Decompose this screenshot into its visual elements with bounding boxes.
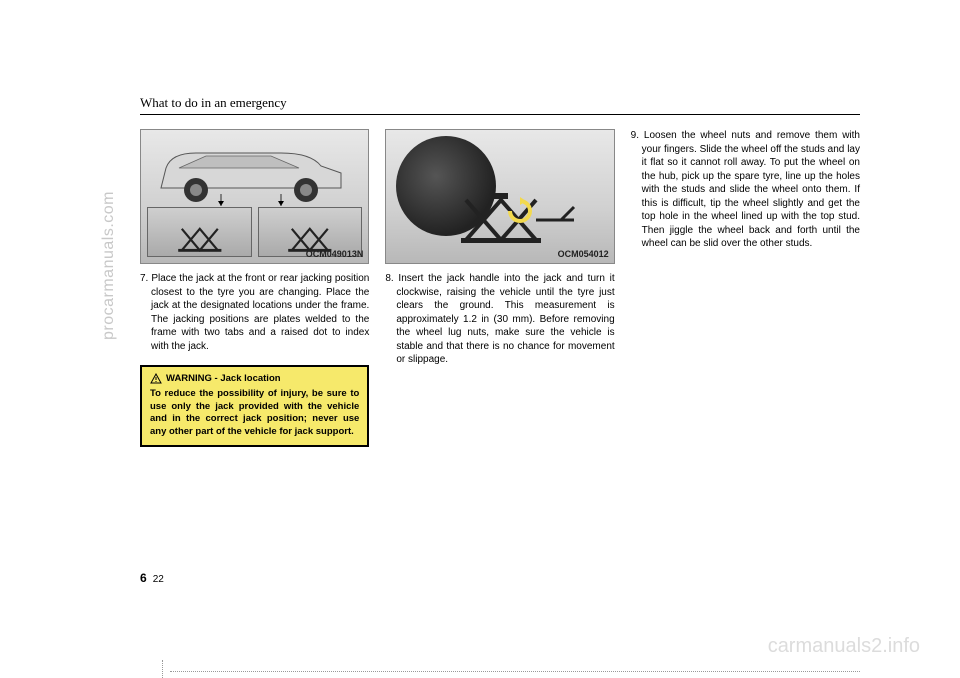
columns: OCM049013N 7. Place the jack at the fron… bbox=[140, 129, 860, 447]
jack-inset-front bbox=[147, 207, 252, 257]
page-number-value: 22 bbox=[153, 574, 164, 585]
figure-2-label: OCM054012 bbox=[558, 248, 609, 260]
watermark-bottom: carmanuals2.info bbox=[768, 635, 920, 658]
figure-jack-handle: OCM054012 bbox=[385, 129, 614, 264]
page-content: What to do in an emergency bbox=[140, 95, 860, 585]
step-9-text: 9. Loosen the wheel nuts and remove them… bbox=[631, 129, 860, 251]
page-number: 6 22 bbox=[140, 571, 164, 585]
clockwise-arrow-icon bbox=[506, 197, 534, 225]
footer-dotted-v bbox=[162, 660, 163, 678]
warning-title: WARNING - Jack location bbox=[150, 373, 359, 386]
warning-box: WARNING - Jack location To reduce the po… bbox=[140, 365, 369, 447]
watermark-left: procarmanuals.com bbox=[100, 191, 118, 340]
warning-body: To reduce the possibility of injury, be … bbox=[150, 388, 359, 439]
column-1: OCM049013N 7. Place the jack at the fron… bbox=[140, 129, 369, 447]
section-number: 6 bbox=[140, 571, 147, 585]
figure-jack-positions: OCM049013N bbox=[140, 129, 369, 264]
warning-icon bbox=[150, 373, 162, 385]
warning-title-strong: WARNING bbox=[166, 373, 212, 384]
section-header: What to do in an emergency bbox=[140, 95, 860, 115]
warning-title-rest: - Jack location bbox=[212, 373, 281, 384]
footer-dotted-line bbox=[170, 671, 860, 672]
suv-illustration bbox=[151, 138, 351, 208]
column-3: 9. Loosen the wheel nuts and remove them… bbox=[631, 129, 860, 447]
step-8-text: 8. Insert the jack handle into the jack … bbox=[385, 272, 614, 367]
step-7-text: 7. Place the jack at the front or rear j… bbox=[140, 272, 369, 353]
figure-1-label: OCM049013N bbox=[306, 248, 364, 260]
column-2: OCM054012 8. Insert the jack handle into… bbox=[385, 129, 614, 447]
